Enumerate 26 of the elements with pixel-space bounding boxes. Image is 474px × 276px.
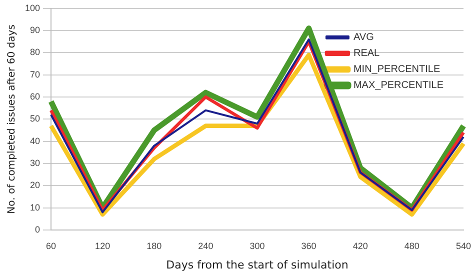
x-tick-label: 360 — [301, 240, 316, 251]
x-tick-label: 180 — [146, 240, 162, 251]
y-tick-label: 0 — [35, 224, 40, 234]
y-axis-title: No. of completed issues after 60 days — [6, 24, 18, 214]
x-tick-label: 120 — [95, 240, 110, 251]
y-tick-label: 80 — [30, 47, 40, 58]
y-tick-label: 10 — [30, 202, 40, 212]
x-axis-title: Days from the start of simulation — [166, 258, 348, 272]
x-tick-label: 300 — [250, 240, 265, 251]
legend-label: REAL — [353, 48, 380, 60]
y-tick-label: 50 — [30, 114, 40, 124]
x-tick-label: 420 — [352, 240, 368, 251]
x-tick-label: 60 — [46, 240, 56, 251]
y-tick-label: 30 — [30, 158, 40, 168]
legend-label: MIN_PERCENTILE — [353, 64, 440, 76]
y-tick-label: 100 — [24, 2, 40, 13]
legend-label: AVG — [353, 32, 374, 44]
y-tick-label: 70 — [30, 69, 40, 80]
y-tick-label: 20 — [30, 180, 40, 190]
y-tick-label: 60 — [30, 92, 40, 102]
x-tick-label: 540 — [456, 240, 472, 251]
x-tick-label: 240 — [198, 240, 214, 251]
legend-label: MAX_PERCENTILE — [353, 80, 444, 92]
x-tick-label: 480 — [404, 240, 420, 251]
y-tick-label: 40 — [30, 136, 40, 146]
y-tick-label: 90 — [30, 25, 40, 36]
